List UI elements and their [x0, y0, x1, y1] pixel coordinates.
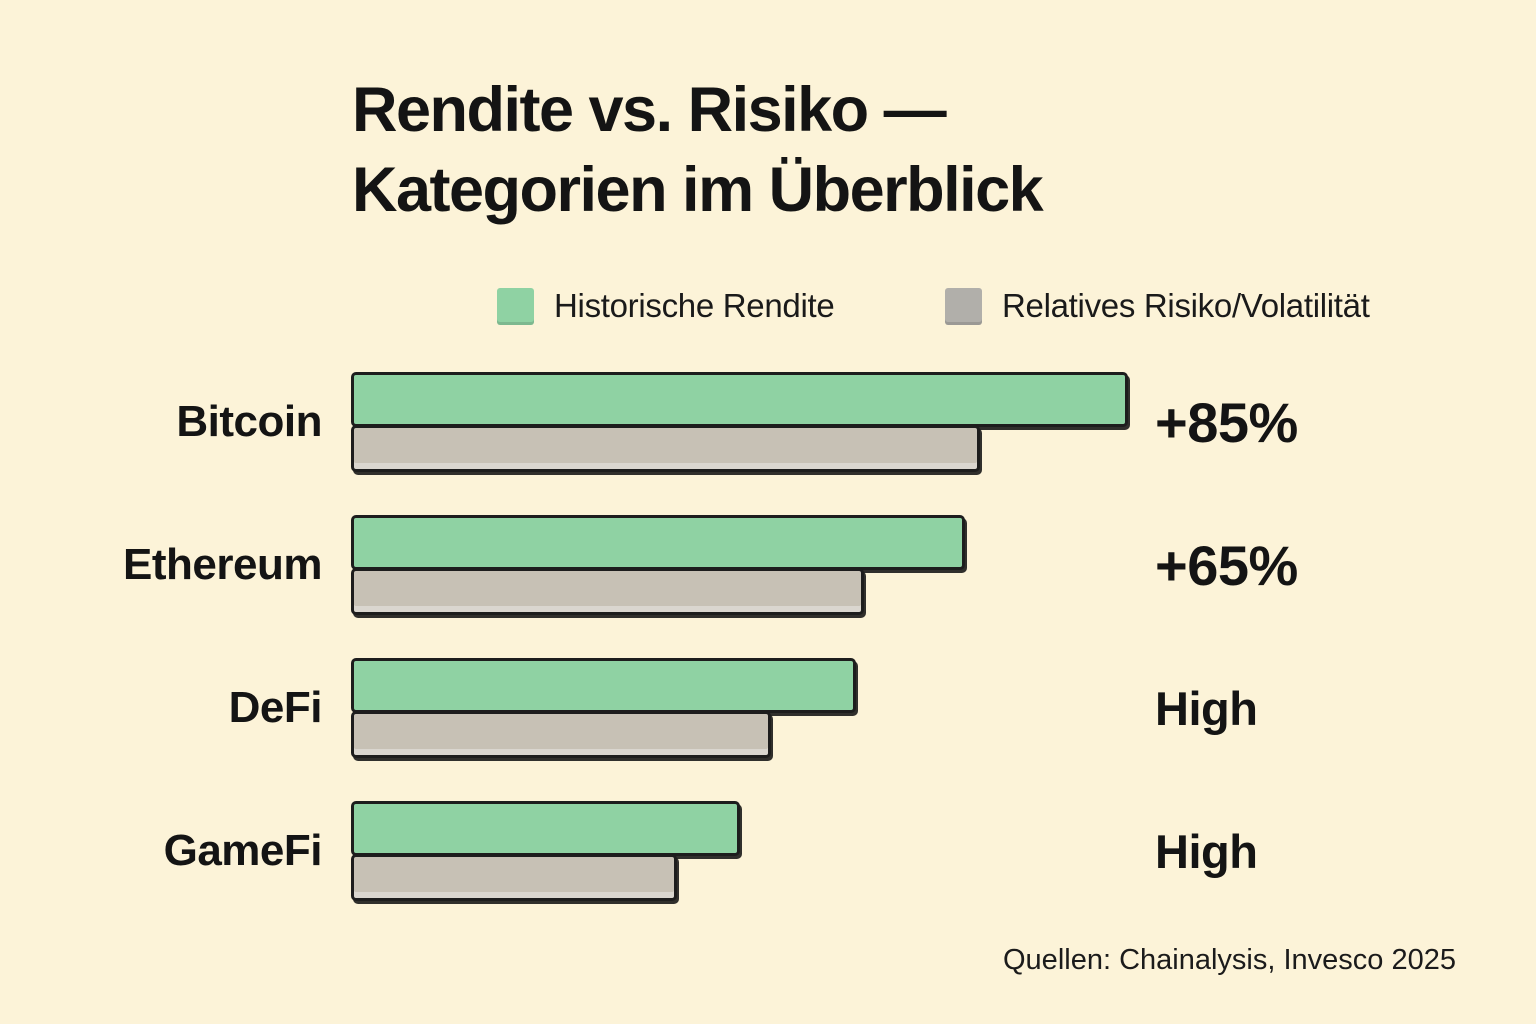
risiko-bar — [351, 854, 677, 901]
legend: Historische Rendite Relatives Risiko/Vol… — [0, 286, 1536, 326]
legend-swatch-gray — [945, 287, 982, 325]
source-caption: Quellen: Chainalysis, Invesco 2025 — [1003, 944, 1456, 976]
legend-label-risiko: Relatives Risiko/Volatilität — [1002, 287, 1370, 324]
title-line-1: Rendite vs. Risiko — — [352, 75, 947, 145]
value-label: +85% — [1155, 390, 1298, 454]
legend-swatch-green — [497, 287, 534, 325]
title-line-2: Kategorien im Überblick — [352, 155, 1044, 225]
category-label: DeFi — [228, 683, 323, 732]
rendite-bar — [351, 658, 856, 713]
risiko-bar — [351, 568, 864, 615]
category-label: Ethereum — [123, 540, 322, 589]
chart-row: GameFi High — [0, 801, 1536, 901]
risiko-bar — [351, 425, 980, 472]
legend-item-risiko: Relatives Risiko/Volatilität — [945, 286, 1370, 326]
value-label: High — [1155, 824, 1258, 878]
value-label: +65% — [1155, 533, 1298, 597]
chart-row: Bitcoin +85% — [0, 372, 1536, 472]
rendite-bar — [351, 515, 965, 570]
category-label: Bitcoin — [176, 397, 322, 446]
risiko-bar — [351, 711, 771, 758]
chart-row: Ethereum +65% — [0, 515, 1536, 615]
legend-item-rendite: Historische Rendite — [497, 286, 835, 326]
chart-row: DeFi High — [0, 658, 1536, 758]
rendite-bar — [351, 372, 1128, 427]
page-title: Rendite vs. Risiko — Kategorien im Überbl… — [352, 70, 1044, 230]
category-label: GameFi — [163, 826, 323, 875]
bar-chart: Bitcoin +85% Ethereum +65% DeFi High — [0, 372, 1536, 912]
value-label: High — [1155, 681, 1258, 735]
legend-label-rendite: Historische Rendite — [554, 287, 835, 324]
rendite-bar — [351, 801, 740, 856]
